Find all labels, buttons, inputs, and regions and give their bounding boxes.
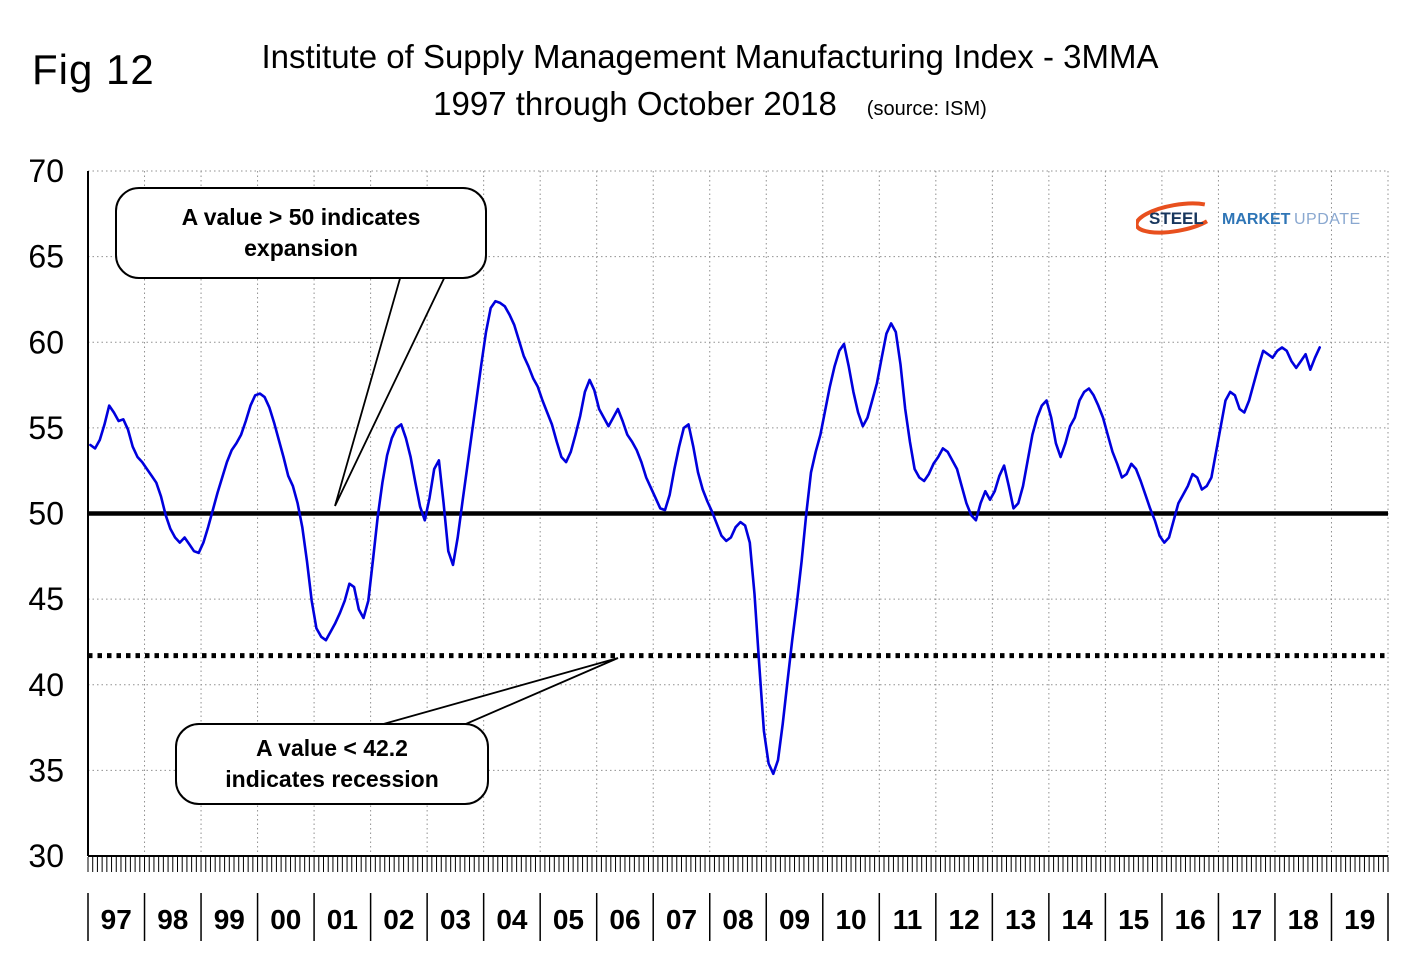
x-axis-year-label: 19: [1344, 904, 1375, 935]
expansion-callout-tail: [334, 267, 451, 507]
y-axis-tick-label: 30: [28, 838, 64, 874]
x-axis-year-label: 01: [327, 904, 358, 935]
y-axis-tick-label: 45: [28, 581, 64, 617]
x-axis-year-label: 99: [214, 904, 245, 935]
x-axis-year-label: 04: [496, 904, 528, 935]
expansion-annotation-line1: A value > 50 indicates: [181, 203, 421, 230]
x-axis-year-label: 03: [440, 904, 471, 935]
x-axis-year-label: 02: [383, 904, 414, 935]
logo-steel-text: STEEL: [1149, 209, 1204, 228]
chart-header: Institute of Supply Management Manufactu…: [0, 38, 1420, 123]
recession-annotation-callout: A value < 42.2 indicates recession: [175, 723, 489, 805]
expansion-annotation-line2: expansion: [244, 235, 358, 261]
expansion-annotation-callout: A value > 50 indicates expansion: [115, 187, 487, 279]
logo-market-text: MARKET: [1222, 211, 1291, 228]
x-axis-year-label: 07: [666, 904, 697, 935]
x-axis-year-label: 05: [553, 904, 584, 935]
logo-update-text: UPDATE: [1294, 211, 1361, 228]
steel-market-update-logo: STEEL MARKET UPDATE: [1134, 198, 1376, 245]
y-axis-tick-label: 60: [28, 324, 64, 360]
figure-label: Fig 12: [32, 46, 155, 93]
chart-subtitle: 1997 through October 2018: [433, 85, 837, 122]
x-axis-year-label: 10: [835, 904, 866, 935]
x-axis-year-label: 06: [609, 904, 640, 935]
x-axis-year-label: 09: [779, 904, 810, 935]
x-axis-year-label: 15: [1118, 904, 1149, 935]
x-axis-year-label: 17: [1231, 904, 1262, 935]
y-axis-tick-label: 65: [28, 239, 64, 275]
chart-subtitle-row: 1997 through October 2018 (source: ISM): [0, 85, 1420, 123]
x-axis-year-label: 08: [722, 904, 753, 935]
logo-swoosh-icon: [1134, 201, 1218, 235]
x-axis-year-label: 14: [1062, 904, 1094, 935]
x-axis-year-label: 00: [270, 904, 301, 935]
ism-series-line: [89, 299, 1321, 776]
x-axis-year-label: 13: [1005, 904, 1036, 935]
x-axis-year-label: 98: [157, 904, 188, 935]
recession-annotation-line1: A value < 42.2: [256, 734, 408, 761]
x-axis-year-label: 11: [893, 904, 923, 935]
y-axis-tick-label: 40: [28, 667, 64, 703]
y-axis-tick-label: 55: [28, 410, 64, 446]
x-axis-year-label: 12: [949, 904, 980, 935]
chart-title: Institute of Supply Management Manufactu…: [261, 38, 1159, 75]
x-axis-year-label: 16: [1175, 904, 1206, 935]
y-axis-tick-label: 50: [28, 496, 64, 532]
recession-callout-tail: [361, 657, 619, 731]
y-axis-tick-label: 70: [28, 153, 64, 189]
y-axis-tick-label: 35: [28, 752, 64, 788]
recession-annotation-line2: indicates recession: [225, 766, 439, 792]
x-axis-year-label: 18: [1288, 904, 1319, 935]
x-axis-year-label: 97: [101, 904, 132, 935]
chart-source: (source: ISM): [866, 98, 987, 120]
